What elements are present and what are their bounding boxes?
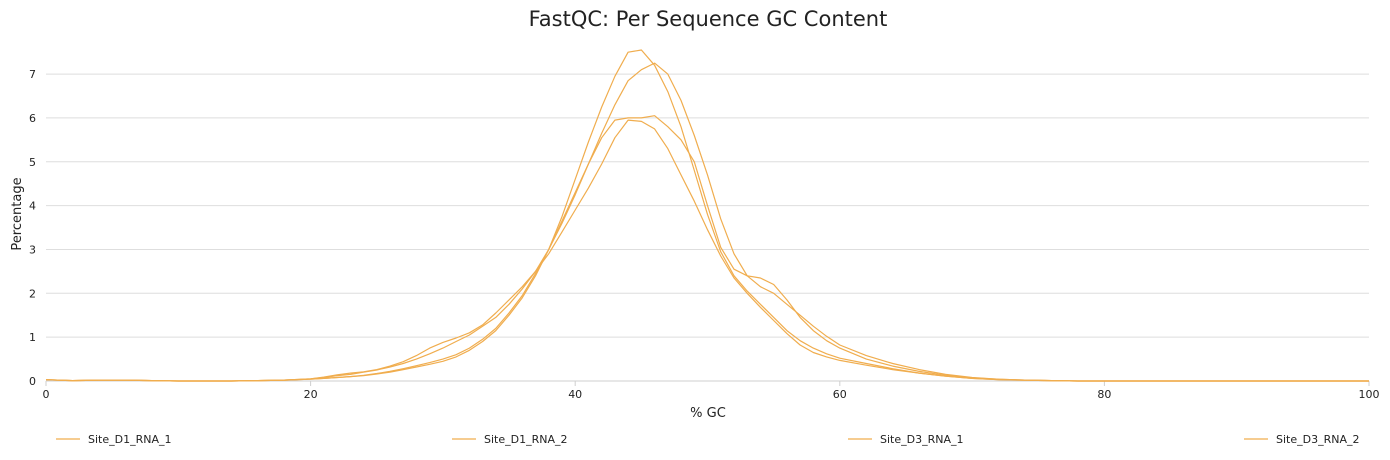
y-axis-label: Percentage [10, 177, 25, 250]
chart-title: FastQC: Per Sequence GC Content [529, 7, 888, 31]
y-tick-label: 6 [29, 112, 36, 125]
y-tick-label: 5 [29, 156, 36, 169]
gridlines [46, 73, 1369, 338]
x-tick-label: 40 [568, 388, 582, 401]
y-tick-label: 2 [29, 287, 36, 300]
y-tick-label: 4 [29, 200, 36, 213]
series-line-1 [45, 62, 1369, 382]
y-axis: 0 1 2 3 4 5 6 7 [29, 68, 36, 388]
x-axis: 0 20 40 60 80 100 [43, 380, 1380, 401]
y-tick-label: 7 [29, 68, 36, 81]
x-tick-label: 60 [833, 388, 847, 401]
legend-label: Site_D3_RNA_2 [1276, 433, 1359, 446]
series-line-3 [45, 49, 1369, 382]
x-tick-label: 100 [1359, 388, 1380, 401]
x-tick-label: 0 [43, 388, 50, 401]
x-tick-label: 80 [1097, 388, 1111, 401]
legend: Site_D1_RNA_1 Site_D1_RNA_2 Site_D3_RNA_1 S… [56, 433, 1359, 446]
x-axis-label: % GC [690, 406, 726, 421]
x-tick-label: 20 [304, 388, 318, 401]
legend-label: Site_D1_RNA_2 [484, 433, 567, 446]
y-tick-label: 1 [29, 331, 36, 344]
series-line-2 [45, 115, 1369, 382]
legend-label: Site_D1_RNA_1 [88, 433, 171, 446]
series-lines [45, 49, 1369, 382]
y-tick-label: 3 [29, 243, 36, 256]
series-line-4 [45, 119, 1369, 382]
y-tick-label: 0 [29, 375, 36, 388]
legend-label: Site_D3_RNA_1 [880, 433, 963, 446]
